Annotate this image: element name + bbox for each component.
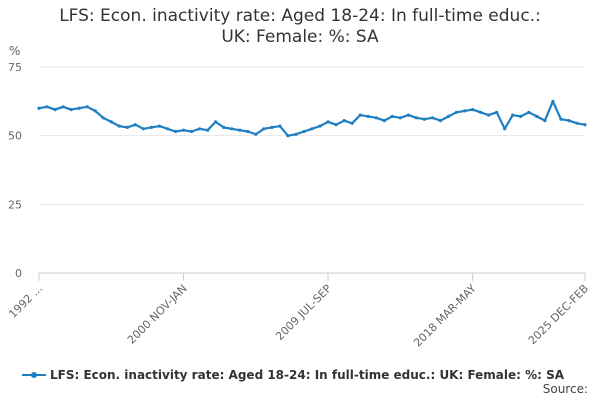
data-point[interactable] [326,120,330,124]
data-point[interactable] [214,120,218,124]
y-tick-label: 25 [8,198,22,211]
data-point[interactable] [503,127,507,131]
x-tick-label: 2018 MAR-MAY [411,282,479,350]
data-point[interactable] [294,132,298,136]
data-point[interactable] [567,119,571,123]
x-tick-label: 1992 ... [6,282,45,321]
data-point[interactable] [487,113,491,117]
data-point[interactable] [374,116,378,120]
legend-marker-swatch [31,372,37,378]
data-point[interactable] [101,116,105,120]
data-point[interactable] [117,124,121,128]
data-point[interactable] [222,125,226,129]
x-tick-label: 2025 DEC-FEB [526,282,591,347]
data-point[interactable] [358,113,362,117]
data-point[interactable] [45,105,49,109]
data-point[interactable] [53,108,57,112]
data-point[interactable] [37,106,41,110]
x-axis: 1992 ... 2000 NOV-JAN 2009 JUL-SEP 2018 MAR… [6,272,591,350]
data-point[interactable] [511,113,515,117]
x-tick-label: 2000 NOV-JAN [125,282,190,347]
data-point[interactable] [463,109,467,113]
data-point[interactable] [342,119,346,123]
y-tick-label: 0 [15,267,22,280]
series-line [38,100,586,137]
legend[interactable]: LFS: Econ. inactivity rate: Aged 18-24: … [22,368,565,382]
chart-title-line2: UK: Female: %: SA [221,27,379,47]
data-point[interactable] [535,114,539,118]
data-point[interactable] [93,109,97,113]
gridlines [39,66,585,274]
data-point[interactable] [61,105,65,109]
data-point[interactable] [173,129,178,134]
data-point[interactable] [543,119,547,123]
data-point[interactable] [246,129,250,134]
data-point[interactable] [230,127,234,131]
data-point[interactable] [149,125,153,129]
data-point[interactable] [310,127,314,131]
chart-title: LFS: Econ. inactivity rate: Aged 18-24: … [0,6,600,48]
data-point[interactable] [422,117,426,121]
data-point[interactable] [198,127,202,131]
data-point[interactable] [278,124,282,128]
data-point[interactable] [398,116,402,120]
data-point[interactable] [165,127,170,131]
y-axis: 0 25 50 75 [8,61,22,280]
source-label[interactable]: Source: [543,382,588,396]
data-point[interactable] [69,108,73,112]
data-point[interactable] [133,123,137,127]
data-point[interactable] [559,117,563,121]
series-markers [37,99,587,138]
data-point[interactable] [270,125,274,129]
data-point[interactable] [181,128,186,132]
data-point[interactable] [519,114,523,118]
data-point[interactable] [190,129,194,134]
data-point[interactable] [254,132,258,136]
data-point[interactable] [302,129,306,134]
data-point[interactable] [471,108,475,112]
data-point[interactable] [318,124,322,128]
y-tick-label: 75 [8,61,22,74]
data-point[interactable] [454,110,459,114]
data-point[interactable] [157,124,161,128]
data-point[interactable] [77,106,81,110]
data-point[interactable] [206,128,210,132]
data-point[interactable] [551,99,555,103]
data-point[interactable] [406,113,410,117]
data-point[interactable] [446,114,451,118]
legend-label: LFS: Econ. inactivity rate: Aged 18-24: … [50,368,565,382]
data-point[interactable] [438,119,443,123]
y-axis-label: % [9,44,20,58]
data-point[interactable] [350,121,354,125]
chart-title-line1: LFS: Econ. inactivity rate: Aged 18-24: … [59,6,541,26]
data-point[interactable] [286,134,290,138]
y-tick-label: 50 [8,130,22,143]
data-point[interactable] [430,116,434,120]
data-point[interactable] [414,116,418,120]
data-point[interactable] [238,128,242,132]
data-point[interactable] [125,125,129,129]
data-point[interactable] [334,123,338,127]
data-point[interactable] [495,110,499,114]
data-point[interactable] [262,127,266,131]
data-point[interactable] [382,119,386,123]
data-point[interactable] [85,105,89,109]
data-point[interactable] [109,120,113,124]
data-point[interactable] [527,110,531,114]
data-point[interactable] [479,110,483,114]
data-point[interactable] [575,121,579,125]
data-point[interactable] [390,114,394,118]
data-point[interactable] [141,127,145,131]
x-tick-label: 2009 JUL-SEP [273,282,334,343]
data-point[interactable] [366,114,370,118]
data-point[interactable] [583,123,587,127]
